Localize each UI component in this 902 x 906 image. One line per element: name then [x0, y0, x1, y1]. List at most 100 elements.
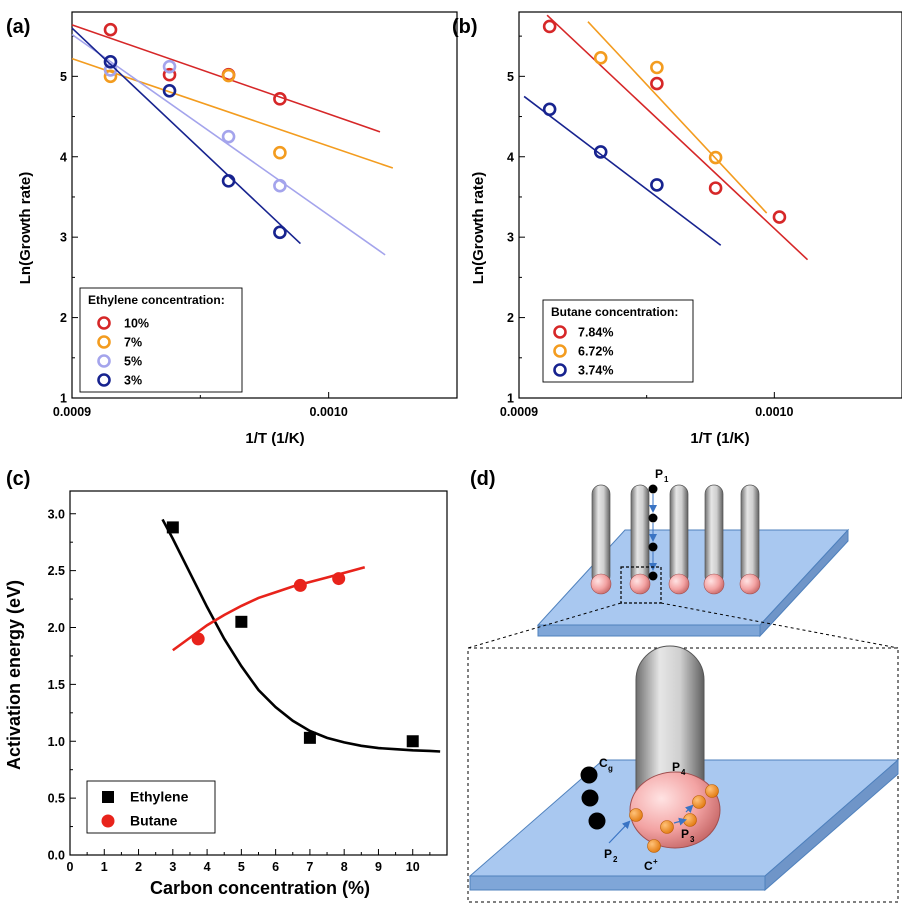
data-point-a: [221, 174, 236, 188]
label-p1: P: [655, 467, 663, 481]
x-tick-label-a: 0.0010: [310, 405, 348, 419]
series-c-0: [161, 518, 441, 753]
data-point-a: [273, 145, 287, 160]
arrow-p3b: [684, 804, 694, 814]
catalyst-particle: [739, 573, 761, 595]
label-p4-sub: 4: [681, 768, 686, 777]
legend-label-b: 6.72%: [578, 345, 613, 359]
x-tick-label-c: 1: [101, 860, 108, 874]
fit-line-a-2: [71, 33, 386, 256]
label-cg-sub: g: [608, 764, 613, 773]
x-tick-label-c: 4: [204, 860, 211, 874]
data-point-b: [708, 150, 723, 165]
x-tick-label-b: 0.0010: [755, 405, 793, 419]
chart-c-ylabel: Activation energy (eV): [4, 580, 24, 770]
x-tick-label-c: 2: [135, 860, 142, 874]
plot-frame-a: [71, 11, 458, 399]
chart-a-legend-title: Ethylene concentration:: [88, 293, 225, 307]
chart-b-ylabel: Ln(Growth rate): [470, 172, 487, 285]
arrow-p2: [608, 820, 631, 844]
chart-a-ylabel: Ln(Growth rate): [17, 172, 34, 285]
label-p2: P: [604, 847, 612, 861]
zoom-selection-box: [620, 566, 662, 604]
data-point-c: [235, 615, 248, 628]
series-c-1: [172, 565, 366, 652]
x-tick-label-b: 0.0009: [500, 405, 538, 419]
catalyst-particle: [668, 573, 690, 595]
series-b-2: [523, 95, 722, 246]
data-point-a: [221, 68, 236, 83]
data-point-b: [593, 145, 608, 159]
label-cplus-sup: +: [653, 857, 658, 866]
carbon-ions: [629, 784, 719, 853]
legend-b: 7.84% 6.72% 3.74%: [542, 299, 694, 383]
fit-line-a-1: [71, 57, 394, 169]
legend-marker-a: [97, 335, 111, 349]
nanotube-5: [739, 484, 761, 595]
fit-curve-c-0: [161, 518, 441, 753]
nanotube-array: [590, 484, 761, 595]
data-point-c: [191, 632, 205, 646]
y-tick-label-a: 1: [60, 392, 67, 406]
chart-c: Carbon concentration (%) Activation ener…: [4, 490, 448, 898]
data-point-c: [166, 521, 179, 534]
arrow-p3a: [673, 817, 687, 826]
y-tick-label-a: 4: [60, 150, 67, 164]
series-a-2: [71, 33, 386, 256]
label-p2-sub: 2: [613, 855, 618, 864]
data-point-b: [542, 102, 557, 117]
legend-marker-b: [553, 344, 567, 358]
series-b-0: [542, 14, 809, 261]
legend-label-a: 7%: [124, 336, 142, 350]
legend-c: Ethylene Butane: [86, 780, 216, 834]
chart-a-xlabel: 1/T (1/K): [245, 430, 304, 447]
legend-label-c: Ethylene: [130, 789, 189, 805]
legend-label-a: 5%: [124, 355, 142, 369]
x-tick-label-c: 8: [341, 860, 348, 874]
data-point-b: [708, 181, 723, 195]
zoom-guide-right: [660, 602, 899, 649]
legend-marker-c: [102, 791, 114, 803]
data-point-c: [293, 578, 307, 592]
legend-marker-b: [553, 325, 567, 339]
data-point-b: [650, 178, 664, 192]
legend-label-a: 10%: [124, 317, 149, 331]
x-tick-label-c: 7: [306, 860, 313, 874]
y-tick-label-c: 2.0: [48, 621, 65, 635]
x-tick-label-c: 10: [406, 860, 420, 874]
label-cplus: C: [644, 859, 653, 873]
data-point-a: [273, 92, 287, 106]
label-p3: P: [681, 827, 689, 841]
panel-label-d: (d): [470, 468, 496, 490]
chart-c-xlabel: Carbon concentration (%): [150, 878, 370, 898]
y-tick-label-c: 3.0: [48, 507, 65, 521]
legend-marker-a: [97, 354, 111, 368]
panel-label-a: (a): [6, 16, 30, 38]
chart-b-xlabel: 1/T (1/K): [690, 430, 749, 447]
x-tick-label-c: 6: [272, 860, 279, 874]
legend-label-b: 3.74%: [578, 364, 613, 378]
carbon-flux-p1: P 1: [648, 467, 669, 581]
nanotube-1: [590, 484, 612, 595]
y-tick-label-b: 5: [507, 70, 514, 84]
data-point-a: [162, 59, 177, 74]
series-a-3: [71, 27, 301, 245]
label-p4: P: [672, 760, 680, 774]
series-a-1: [71, 57, 394, 169]
y-tick-label-a: 2: [60, 311, 67, 325]
chart-b: 1/T (1/K) Ln(Growth rate) 0.0009 0.0010 1 2…: [470, 11, 902, 447]
data-point-a: [103, 22, 118, 37]
legend-a: 10% 7% 5% 3%: [79, 287, 243, 393]
zoom-catalyst-particle: [629, 771, 721, 849]
y-tick-label-b: 1: [507, 392, 514, 406]
fit-line-a-3: [71, 27, 301, 245]
x-tick-label-c: 9: [375, 860, 382, 874]
fit-line-b-0: [546, 14, 809, 261]
label-cg: C: [599, 756, 608, 770]
data-point-b: [593, 51, 608, 65]
catalyst-particle: [703, 573, 725, 595]
legend-box-b: [542, 299, 694, 383]
data-point-c: [332, 572, 346, 586]
panel-label-b: (b): [452, 16, 478, 38]
data-point-a: [273, 178, 287, 193]
